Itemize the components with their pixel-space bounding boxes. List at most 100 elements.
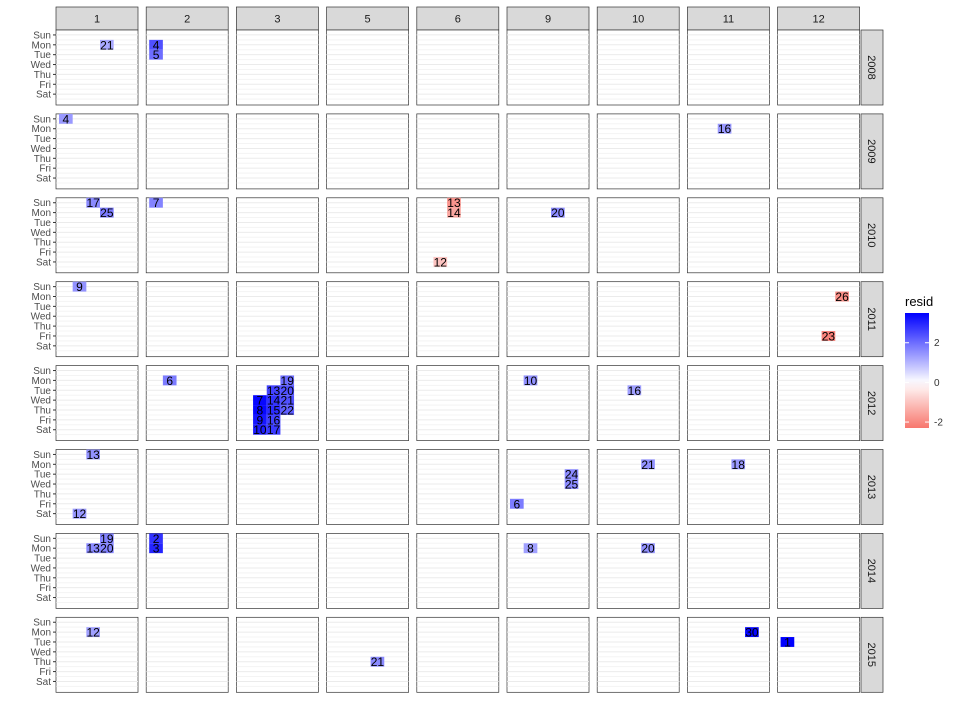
heat-cell: 12 (86, 626, 100, 640)
heat-cell-fill (433, 257, 448, 267)
panel-background (777, 113, 860, 190)
heat-cell: 16 (266, 413, 281, 427)
heat-cell-label: 13 (447, 196, 461, 210)
legend-title: resid (905, 294, 933, 309)
heat-cell: 26 (835, 290, 849, 304)
panel-2013-1 (55, 449, 139, 525)
heat-cell-label: 8 (527, 542, 534, 556)
heat-cell-label: 16 (628, 384, 642, 398)
row-strip-box (860, 113, 884, 190)
panel-2008-10 (596, 29, 680, 106)
heat-cell-fill (745, 627, 759, 638)
heat-cell-label: 4 (153, 38, 160, 52)
heat-cell: 12 (433, 255, 447, 269)
column-strip-5: 5 (326, 6, 409, 31)
panel-background (145, 365, 229, 441)
row-strip-box (860, 616, 884, 693)
heat-cell-fill (100, 533, 114, 544)
y-tick-label: Wed (31, 480, 51, 491)
column-strip-label: 3 (274, 14, 280, 26)
panel-background (687, 29, 770, 106)
panel-background (506, 533, 590, 609)
panel-background (236, 533, 319, 609)
y-tick-label: Thu (34, 322, 51, 333)
panel-2014-10 (596, 533, 680, 609)
panel-background (596, 616, 680, 693)
panel-2008-5 (326, 29, 409, 106)
column-strip-12: 12 (777, 6, 860, 31)
y-tick-label: Fri (39, 164, 51, 175)
panel-background (777, 616, 860, 693)
panel-background (326, 449, 409, 525)
heat-cell-label: 12 (86, 626, 100, 640)
panel-background (506, 365, 590, 441)
panel-2009-2 (145, 113, 229, 190)
panel-background (416, 113, 500, 190)
panel-background (506, 113, 590, 190)
panel-background (236, 29, 319, 106)
heat-cell: 9 (72, 280, 87, 294)
heat-cell-fill (72, 281, 87, 292)
heat-cell-label: 20 (641, 542, 655, 556)
legend: resid 2 0 -2 (905, 294, 943, 429)
heat-cell-fill (551, 207, 565, 218)
panel-background (236, 281, 319, 358)
column-strip-label: 9 (545, 14, 551, 26)
heat-cell-fill (253, 414, 267, 425)
panel-2015-3 (236, 616, 319, 693)
panel-2009-5 (326, 113, 409, 190)
heat-cell-label: 16 (718, 122, 732, 136)
panel-2009-12 (777, 113, 860, 190)
row-strip-2014: 2014 (860, 533, 884, 609)
heat-cell-label: 1 (784, 635, 791, 649)
heat-cell: 12 (72, 507, 86, 521)
panel-background (687, 365, 770, 441)
row-strip-2009: 2009 (860, 113, 884, 190)
heat-cell-fill (162, 375, 177, 386)
y-tick-label: Sat (36, 677, 51, 688)
y-tick-label: Mon (32, 544, 51, 555)
heat-cell-fill (731, 459, 746, 470)
row-strip-label: 2015 (865, 643, 877, 667)
heat-cell: 10 (523, 374, 537, 388)
heat-cell-label: 21 (281, 394, 295, 408)
heat-cell-fill (447, 197, 461, 208)
panel-2010-9 (506, 197, 590, 274)
panel-2012-9 (506, 365, 590, 441)
row-strip-2015: 2015 (860, 616, 884, 693)
column-strip-label: 10 (632, 14, 644, 26)
panel-background (506, 29, 590, 106)
y-tick-label: Fri (39, 415, 51, 426)
y-tick-label: Sun (33, 198, 51, 209)
panel-2009-3 (236, 113, 319, 190)
y-tick-label: Sat (36, 90, 51, 101)
y-tick-label: Tue (34, 637, 51, 648)
panel-2010-10 (596, 197, 680, 274)
panel-background (55, 113, 139, 190)
heat-cell-label: 12 (434, 255, 448, 269)
panel-background (236, 449, 319, 525)
heat-cell: 25 (564, 478, 578, 492)
panel-background (145, 616, 229, 693)
panel-2014-5 (326, 533, 409, 609)
legend-colorbar (905, 313, 929, 428)
y-tick-label: Tue (34, 554, 51, 565)
panel-background (236, 197, 319, 274)
y-tick-label: Thu (34, 70, 51, 81)
column-strip-label: 6 (455, 14, 461, 26)
row-strips: 2008 2009 2010 2011 2012 2013 2014 2015 (860, 29, 884, 693)
y-tick-label: Thu (34, 489, 51, 500)
panel-background (55, 365, 139, 441)
row-strip-box (860, 281, 884, 358)
heat-cell: 15 (266, 404, 281, 418)
y-tick-label: Mon (32, 208, 51, 219)
heat-cell-fill (86, 449, 100, 460)
panel-background (596, 113, 680, 190)
column-strip-3: 3 (236, 6, 319, 31)
heat-cell-fill (627, 385, 642, 396)
heat-cell-fill (821, 331, 836, 341)
panel-background (416, 365, 500, 441)
panel-background (687, 281, 770, 358)
heat-cell-label: 13 (86, 542, 100, 556)
